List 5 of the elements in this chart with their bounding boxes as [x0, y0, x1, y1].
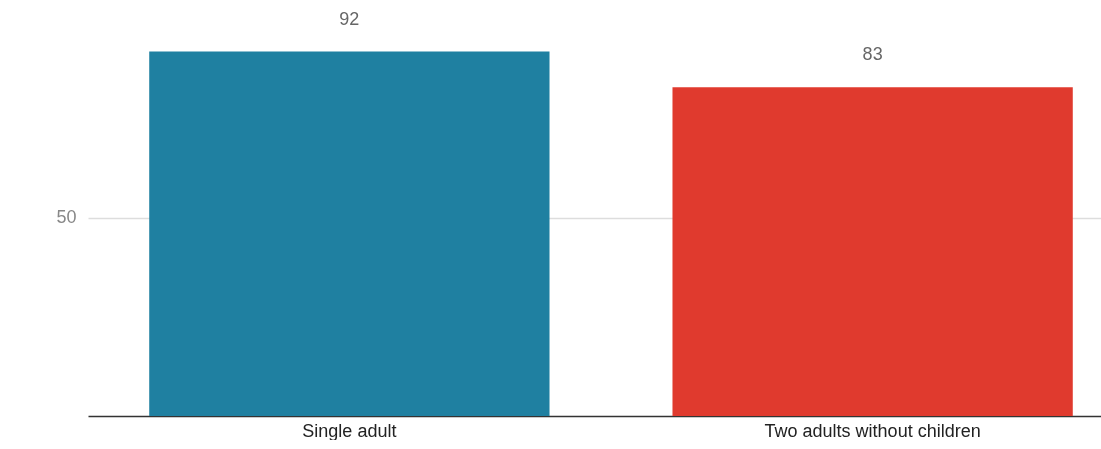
data-label: 83	[862, 44, 883, 65]
y-tick-label: 50	[56, 207, 77, 228]
x-tick-label: Two adults without children	[764, 420, 981, 441]
x-tick-label: Single adult	[302, 420, 397, 441]
data-label: 92	[339, 8, 360, 29]
